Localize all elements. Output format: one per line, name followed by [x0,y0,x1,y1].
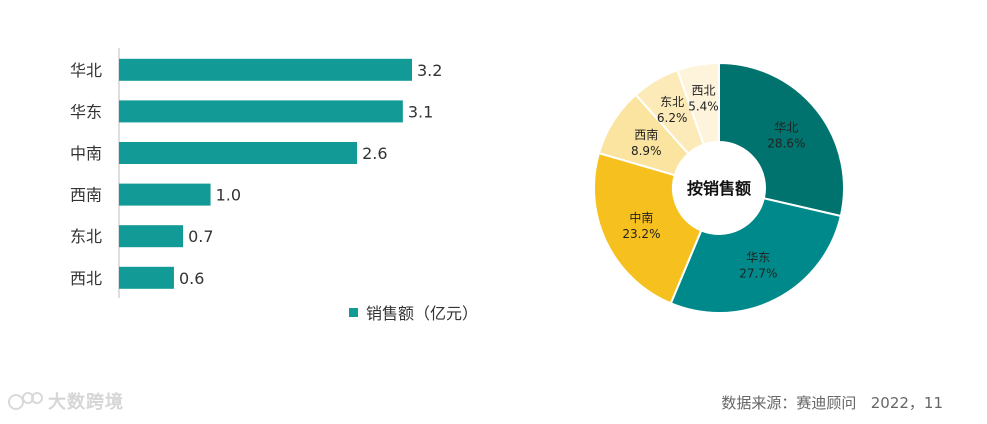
legend-swatch [349,307,358,317]
slice-label: 西南 [634,127,658,142]
category-label: 西北 [70,269,102,288]
bar-chart: 华北 3.2 华东 3.1 中南 2.6 西南 1.0 东北 0.7 西北 0.6 [70,48,442,298]
category-label: 华东 [70,102,102,121]
slice-label: 西北 [691,83,715,97]
donut-slice [593,151,703,305]
slice-percent: 8.9% [631,144,662,158]
donut-slice [718,61,845,218]
slice-percent: 6.2% [657,111,688,125]
bar-value-label: 0.7 [188,227,213,246]
category-label: 东北 [70,227,102,246]
donut-slice [676,61,720,146]
donut-chart: 华北 28.6% 华东 27.7% 中南 23.2% 西南 8.9% 东北 6.2%西北 5.4% 按… [593,61,845,314]
bar [119,58,412,81]
bar-value-label: 2.6 [362,144,387,163]
slice-percent: 23.2% [622,227,660,241]
bar-legend: 销售额（亿元） [349,300,478,324]
legend-label: 销售额（亿元） [366,304,479,323]
watermark-text: 大数跨境 [48,392,124,413]
category-label: 西南 [70,186,102,205]
slice-percent: 27.7% [739,267,777,281]
donut-center-label: 按销售额 [687,179,751,198]
slice-percent: 28.6% [767,136,805,150]
slice-label: 中南 [629,210,653,225]
bar [119,142,358,164]
watermark: 大数跨境 [8,388,124,414]
bar [119,183,211,206]
category-label: 华北 [70,61,102,80]
category-label: 中南 [70,144,102,163]
bar-value-label: 0.6 [179,269,204,288]
bar-value-label: 3.1 [408,102,433,121]
bar [119,100,403,123]
donut-slice [669,197,843,314]
data-source: 数据来源：赛迪顾问 2022，11 [721,394,943,412]
bar [119,266,174,289]
slice-label: 华东 [746,251,770,265]
slice-label: 华北 [774,120,798,134]
bar [119,225,184,248]
slice-percent: 5.4% [688,99,719,113]
slice-label: 东北 [660,95,684,109]
bar-value-label: 3.2 [417,61,442,80]
watermark-logo-icon [8,392,43,410]
bar-value-label: 1.0 [216,186,241,205]
